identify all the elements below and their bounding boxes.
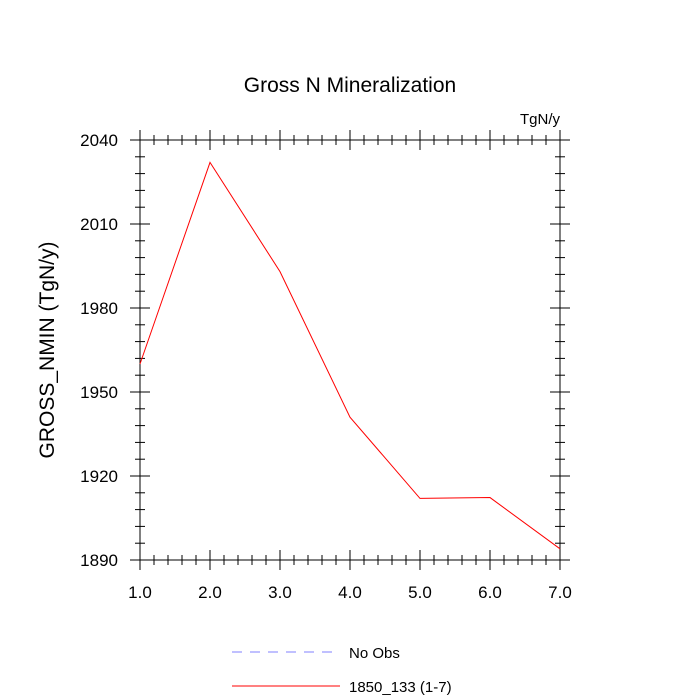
y-tick-label: 1980 [80, 299, 118, 318]
y-tick-label: 1920 [80, 467, 118, 486]
tick-labels: 1.0 2.0 3.0 4.0 5.0 6.0 7.0 1890 1920 1950 1980 201… [80, 131, 572, 602]
x-tick-label: 4.0 [338, 583, 362, 602]
x-tick-label: 5.0 [408, 583, 432, 602]
series-lines [139, 161, 561, 550]
x-tick-label: 7.0 [548, 583, 572, 602]
axis-ticks [130, 130, 570, 570]
y-axis-label: GROSS_NMIN (TgN/y) [36, 241, 59, 458]
x-tick-label: 1.0 [128, 583, 152, 602]
legend: No Obs 1850_133 (1-7) [232, 645, 452, 696]
y-tick-label: 2010 [80, 215, 118, 234]
y-tick-label: 1950 [80, 383, 118, 402]
y-tick-label: 1890 [80, 551, 118, 570]
units-label: TgN/y [520, 111, 561, 128]
plot-frame [139, 139, 561, 561]
x-tick-label: 6.0 [478, 583, 502, 602]
legend-label-no-obs: No Obs [349, 645, 400, 662]
legend-label-1850-133: 1850_133 (1-7) [349, 679, 452, 696]
series-line-1 [139, 161, 561, 550]
chart-title: Gross N Mineralization [244, 74, 456, 97]
y-tick-label: 2040 [80, 131, 118, 150]
x-tick-label: 2.0 [198, 583, 222, 602]
x-tick-label: 3.0 [268, 583, 292, 602]
